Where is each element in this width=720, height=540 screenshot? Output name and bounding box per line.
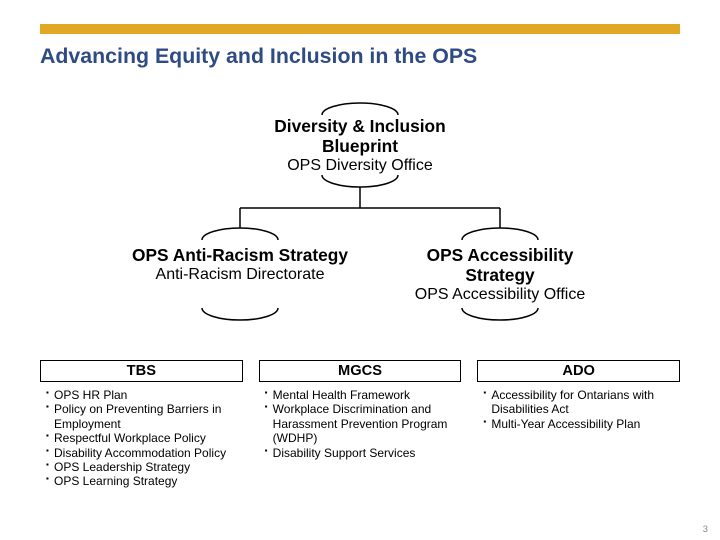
list-item: Policy on Preventing Barriers in Employm… <box>46 402 243 431</box>
columns-region: TBS OPS HR PlanPolicy on Preventing Barri… <box>40 360 680 489</box>
column-2: ADO Accessibility for Ontarians with Disa… <box>477 360 680 489</box>
org-node-child-1: OPS Accessibility StrategyOPS Accessibil… <box>390 246 610 304</box>
node-title: OPS Accessibility Strategy <box>390 246 610 286</box>
org-node-child-0: OPS Anti-Racism StrategyAnti-Racism Dire… <box>130 246 350 284</box>
list-item: Disability Support Services <box>265 446 462 460</box>
list-item: Workplace Discrimination and Harassment … <box>265 402 462 445</box>
list-item: OPS Leadership Strategy <box>46 460 243 474</box>
node-title: OPS Anti-Racism Strategy <box>130 246 350 266</box>
column-bullets: OPS HR PlanPolicy on Preventing Barriers… <box>40 388 243 489</box>
accent-bar <box>40 24 680 34</box>
list-item: Mental Health Framework <box>265 388 462 402</box>
node-subtitle: Anti-Racism Directorate <box>130 266 350 284</box>
column-header: TBS <box>40 360 243 382</box>
list-item: Respectful Workplace Policy <box>46 431 243 445</box>
node-subtitle: OPS Accessibility Office <box>390 286 610 304</box>
list-item: Accessibility for Ontarians with Disabil… <box>483 388 680 417</box>
list-item: Disability Accommodation Policy <box>46 446 243 460</box>
column-header: MGCS <box>259 360 462 382</box>
column-1: MGCS Mental Health FrameworkWorkplace Dis… <box>259 360 462 489</box>
org-node-root: Diversity & Inclusion BlueprintOPS Diver… <box>250 117 470 175</box>
list-item: Multi-Year Accessibility Plan <box>483 417 680 431</box>
page-number: 3 <box>703 524 708 534</box>
node-subtitle: OPS Diversity Office <box>250 157 470 175</box>
list-item: OPS HR Plan <box>46 388 243 402</box>
list-item: OPS Learning Strategy <box>46 474 243 488</box>
column-bullets: Mental Health FrameworkWorkplace Discrim… <box>259 388 462 460</box>
column-0: TBS OPS HR PlanPolicy on Preventing Barri… <box>40 360 243 489</box>
column-header: ADO <box>477 360 680 382</box>
slide-page: Advancing Equity and Inclusion in the OP… <box>0 0 720 540</box>
column-bullets: Accessibility for Ontarians with Disabil… <box>477 388 680 431</box>
node-title: Diversity & Inclusion Blueprint <box>250 117 470 157</box>
page-title: Advancing Equity and Inclusion in the OP… <box>40 44 680 69</box>
